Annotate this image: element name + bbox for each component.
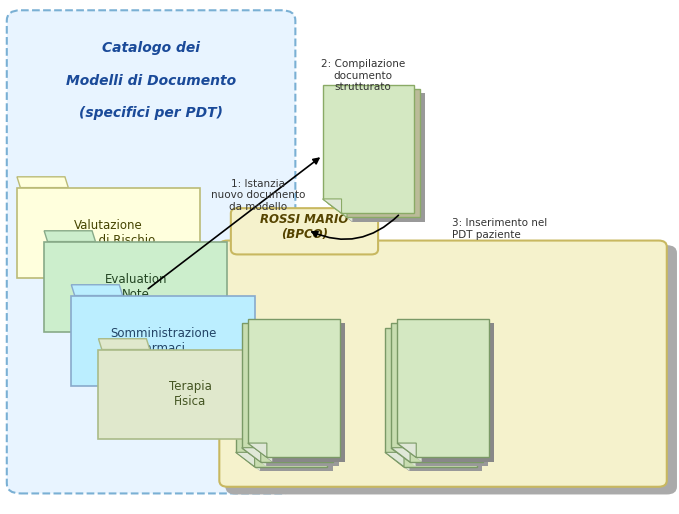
Polygon shape <box>390 332 482 471</box>
Polygon shape <box>248 319 340 457</box>
Polygon shape <box>236 328 327 467</box>
FancyBboxPatch shape <box>225 245 677 494</box>
Polygon shape <box>403 323 494 462</box>
Polygon shape <box>391 448 410 462</box>
Text: Evaluation
Note: Evaluation Note <box>105 272 167 301</box>
Text: 1: Istanzia
nuovo documento
da modello: 1: Istanzia nuovo documento da modello <box>211 179 305 212</box>
Polygon shape <box>328 89 420 217</box>
Text: ROSSI MARIO
(BPCO): ROSSI MARIO (BPCO) <box>260 213 349 242</box>
Polygon shape <box>71 285 123 296</box>
FancyBboxPatch shape <box>71 296 255 386</box>
Polygon shape <box>403 447 422 462</box>
Polygon shape <box>253 447 272 462</box>
Polygon shape <box>44 231 96 242</box>
Polygon shape <box>323 199 342 213</box>
FancyBboxPatch shape <box>231 208 378 254</box>
Polygon shape <box>247 327 339 466</box>
Polygon shape <box>241 237 368 248</box>
Text: Somministrazione
Farmaci: Somministrazione Farmaci <box>110 326 216 355</box>
Polygon shape <box>390 456 409 471</box>
Polygon shape <box>248 443 267 457</box>
Polygon shape <box>236 452 255 467</box>
Polygon shape <box>241 332 333 471</box>
Polygon shape <box>385 328 477 467</box>
Polygon shape <box>242 448 261 462</box>
FancyBboxPatch shape <box>7 10 295 493</box>
Polygon shape <box>397 452 416 466</box>
Polygon shape <box>385 452 404 467</box>
Polygon shape <box>323 85 414 213</box>
Text: Terapia
Fisica: Terapia Fisica <box>168 380 212 409</box>
Polygon shape <box>391 323 483 462</box>
Text: Valutazione
Score di Rischio: Valutazione Score di Rischio <box>62 218 155 247</box>
Polygon shape <box>397 443 416 457</box>
Polygon shape <box>328 203 347 217</box>
FancyBboxPatch shape <box>44 242 227 332</box>
Text: 2: Compilazione
documento
strutturato: 2: Compilazione documento strutturato <box>321 59 405 93</box>
Polygon shape <box>247 452 266 466</box>
Polygon shape <box>98 339 150 350</box>
Polygon shape <box>253 323 345 462</box>
Polygon shape <box>397 319 489 457</box>
FancyBboxPatch shape <box>17 188 200 278</box>
Text: 3: Inserimento nel
PDT paziente: 3: Inserimento nel PDT paziente <box>452 218 547 240</box>
Polygon shape <box>17 177 69 188</box>
FancyBboxPatch shape <box>98 350 282 439</box>
Polygon shape <box>333 207 352 222</box>
FancyBboxPatch shape <box>219 241 667 487</box>
Text: Catalogo dei

Modelli di Documento

(specifici per PDT): Catalogo dei Modelli di Documento (speci… <box>66 41 236 120</box>
Polygon shape <box>333 93 425 222</box>
Polygon shape <box>242 323 333 462</box>
Polygon shape <box>241 456 260 471</box>
Polygon shape <box>397 327 488 466</box>
